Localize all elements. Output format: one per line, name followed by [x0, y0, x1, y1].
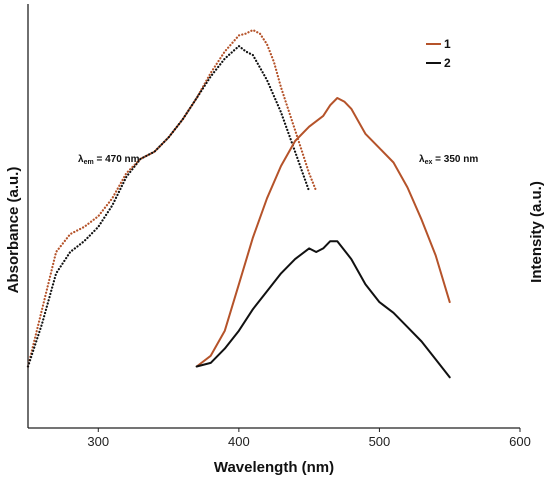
- anno-em-sub: em: [84, 159, 94, 166]
- series-emission-2-line: [195, 240, 451, 379]
- x-tick-label: 400: [228, 434, 250, 449]
- x-tick-label: 500: [369, 434, 391, 449]
- x-tick-label: 300: [87, 434, 109, 449]
- y-axis-right-title: Intensity (a.u.): [528, 181, 545, 283]
- anno-em-suffix: = 470 nm: [94, 154, 140, 165]
- x-tick-label: 600: [509, 434, 531, 449]
- excitation-annotation: λem = 470 nm: [78, 154, 140, 166]
- y-axis-left-title: Absorbance (a.u.): [5, 167, 22, 294]
- anno-ex-sub: ex: [425, 159, 433, 166]
- series-absorbance-2-line: [26, 44, 311, 368]
- anno-ex-suffix: = 350 nm: [432, 154, 478, 165]
- series-emission-1-line: [195, 97, 451, 368]
- x-ticks: 300 400 500 600: [87, 428, 531, 449]
- series-absorbance-1-line: [26, 28, 318, 368]
- legend-label-1: 1: [444, 37, 451, 51]
- anno-em-prefix: λ: [78, 154, 84, 165]
- legend: 1 2: [426, 37, 451, 70]
- legend-label-2: 2: [444, 56, 451, 70]
- emission-annotation: λex = 350 nm: [419, 154, 478, 166]
- x-axis-title: Wavelength (nm): [214, 459, 334, 476]
- anno-ex-prefix: λ: [419, 154, 425, 165]
- series-layer: [26, 28, 451, 379]
